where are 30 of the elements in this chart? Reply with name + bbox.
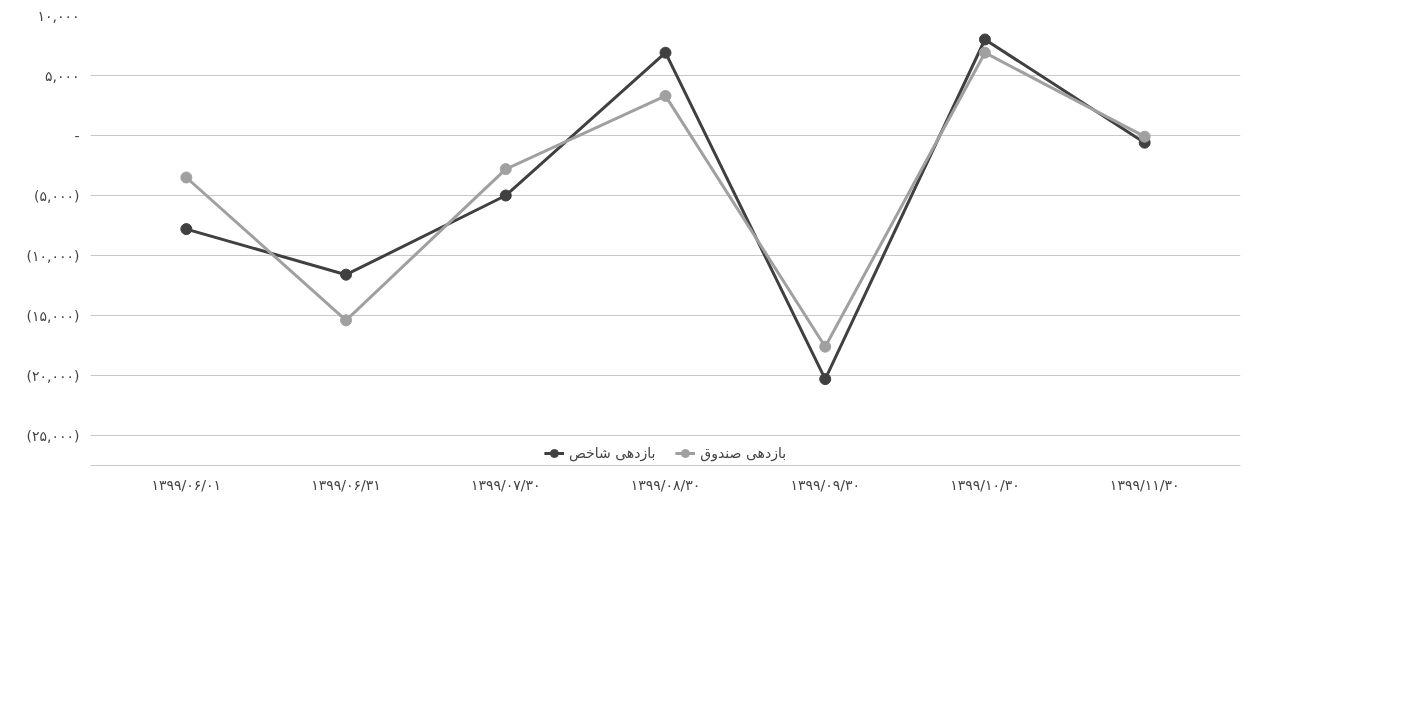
y-tick-label: (۵,۰۰۰) [34,187,80,204]
legend-label: بازدهی صندوق [700,445,787,461]
x-tick-label: ۱۳۹۹/۰۸/۳۰ [630,476,701,493]
y-tick-label: (۲۵,۰۰۰) [26,427,80,444]
point [180,171,193,184]
point [340,314,353,327]
point [180,223,193,236]
point [499,189,512,202]
y-tick-label: (۱۰,۰۰۰) [26,247,80,264]
legend-label: بازدهی شاخص [568,445,656,461]
y-tick-label: (۲۰,۰۰۰) [26,367,80,384]
point [978,33,991,46]
point [978,46,991,59]
y-tick-label: ۱۰,۰۰۰ [37,7,80,24]
x-tick-label: ۱۳۹۹/۰۶/۰۱ [151,476,222,493]
y-tick-label: (۱۵,۰۰۰) [26,307,80,324]
point [819,373,832,386]
x-tick-label: ۱۳۹۹/۰۶/۳۱ [311,476,381,493]
point [1138,130,1151,143]
y-tick-label: ۵,۰۰۰ [44,67,80,84]
y-tick-label: - [74,127,80,144]
x-tick-label: ۱۳۹۹/۱۰/۳۰ [950,476,1020,493]
x-tick-label: ۱۳۹۹/۰۹/۳۰ [790,476,861,493]
point [499,163,512,176]
point [659,46,672,59]
x-tick-label: ۱۳۹۹/۰۷/۳۰ [470,476,541,493]
point [819,340,832,353]
point [340,268,353,281]
point [659,89,672,102]
x-tick-label: ۱۳۹۹/۱۱/۳۰ [1109,476,1180,493]
